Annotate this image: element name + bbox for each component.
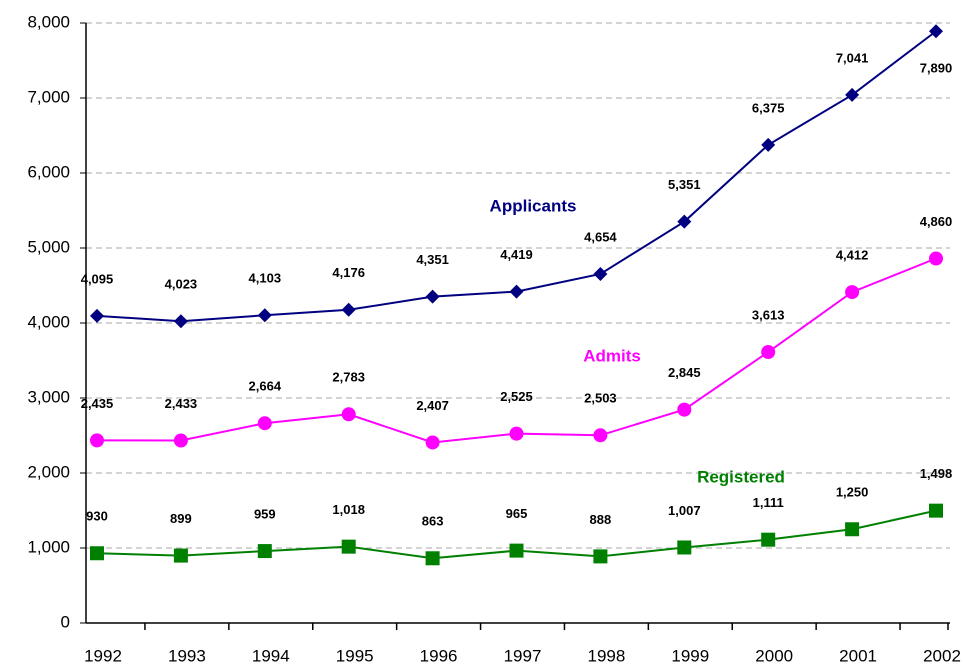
series-name: Registered [697, 467, 785, 486]
series-line [96, 30, 937, 323]
marker [90, 433, 104, 448]
x-tick-label: 1993 [168, 646, 206, 664]
series-name: Admits [583, 346, 641, 365]
data-label: 899 [170, 511, 192, 526]
marker [173, 314, 188, 329]
marker [257, 544, 272, 559]
marker [425, 435, 440, 450]
marker [509, 426, 524, 441]
marker [173, 548, 188, 563]
marker [509, 284, 524, 299]
data-label: 4,023 [165, 277, 198, 292]
x-tick-label: 2002 [923, 646, 961, 664]
marker [929, 24, 943, 39]
x-tick-label: 1994 [252, 646, 290, 664]
marker [257, 308, 272, 323]
data-label: 2,525 [500, 389, 533, 404]
data-label: 888 [590, 512, 612, 527]
marker [90, 308, 104, 323]
data-label: 7,890 [920, 61, 953, 76]
x-tick-label: 1999 [671, 646, 709, 664]
x-tick-label: 1998 [587, 646, 625, 664]
x-tick-label: 2000 [755, 646, 793, 664]
marker [509, 543, 524, 558]
x-tick-label: 1997 [504, 646, 542, 664]
y-tick-label: 0 [61, 612, 70, 631]
marker [341, 302, 356, 317]
marker [90, 546, 104, 561]
marker [341, 539, 356, 554]
marker [845, 285, 860, 300]
marker [425, 289, 440, 304]
data-label: 2,435 [81, 396, 114, 411]
marker [761, 137, 776, 152]
data-label: 3,613 [752, 307, 785, 322]
y-tick-label: 7,000 [27, 87, 70, 106]
data-label: 4,095 [81, 271, 114, 286]
data-label: 1,250 [836, 485, 869, 500]
marker [677, 214, 692, 229]
marker [257, 416, 272, 431]
data-label: 2,407 [416, 398, 449, 413]
x-tick-label: 1996 [420, 646, 458, 664]
data-label: 4,176 [332, 265, 365, 280]
data-label: 2,664 [249, 379, 282, 394]
x-tick-label: 1992 [84, 646, 122, 664]
marker [761, 345, 776, 360]
series-name: Applicants [490, 196, 577, 215]
y-tick-label: 3,000 [27, 387, 70, 406]
data-label: 4,351 [416, 252, 449, 267]
data-label: 1,007 [668, 503, 701, 518]
marker [677, 540, 692, 555]
marker [845, 522, 860, 537]
data-label: 1,018 [332, 502, 365, 517]
y-tick-label: 2,000 [27, 462, 70, 481]
marker [593, 549, 608, 564]
y-tick-label: 6,000 [27, 162, 70, 181]
marker [425, 551, 440, 566]
data-label: 2,845 [668, 365, 701, 380]
data-label: 930 [86, 509, 108, 524]
data-label: 1,111 [753, 495, 784, 510]
marker [929, 251, 943, 266]
data-label: 2,503 [584, 391, 617, 406]
data-label: 4,654 [584, 229, 617, 244]
y-tick-label: 8,000 [27, 12, 70, 31]
marker [677, 402, 692, 417]
y-tick-label: 5,000 [27, 237, 70, 256]
marker [761, 532, 776, 547]
y-tick-label: 4,000 [27, 312, 70, 331]
data-label: 4,103 [249, 271, 282, 286]
marker [593, 428, 608, 443]
data-label: 5,351 [668, 177, 701, 192]
marker [173, 433, 188, 448]
marker [845, 87, 860, 102]
data-label: 4,412 [836, 248, 869, 263]
data-label: 2,783 [332, 370, 365, 385]
marker [593, 266, 608, 281]
data-label: 1,498 [920, 466, 953, 481]
marker [341, 407, 356, 422]
data-label: 965 [506, 506, 528, 521]
data-label: 4,419 [500, 247, 533, 262]
data-label: 959 [254, 507, 276, 522]
data-label: 2,433 [165, 396, 198, 411]
y-tick-label: 1,000 [27, 537, 70, 556]
data-label: 4,860 [920, 214, 953, 229]
data-label: 7,041 [836, 50, 869, 65]
x-tick-label: 1995 [336, 646, 374, 664]
data-label: 6,375 [752, 100, 785, 115]
data-label: 863 [422, 514, 444, 529]
x-tick-label: 2001 [839, 646, 877, 664]
marker [929, 503, 943, 518]
